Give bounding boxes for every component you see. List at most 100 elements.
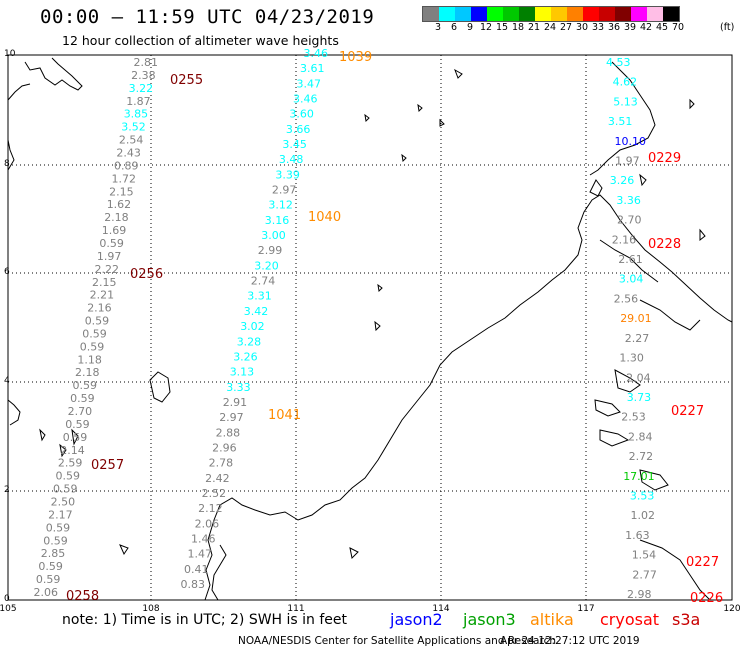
legend-label: 3 bbox=[434, 22, 442, 33]
wave-height-value: 3.26 bbox=[610, 174, 635, 187]
wave-height-value: 2.38 bbox=[131, 69, 156, 82]
pass-time-label: 0255 bbox=[170, 73, 203, 88]
legend-label: 42 bbox=[639, 22, 653, 33]
legend-swatch bbox=[615, 7, 631, 21]
wave-height-value: 29.01 bbox=[620, 312, 652, 325]
wave-height-value: 3.20 bbox=[254, 259, 279, 272]
wave-height-value: 3.16 bbox=[265, 214, 290, 227]
wave-height-value: 2.77 bbox=[632, 568, 657, 581]
legend-label: 6 bbox=[450, 22, 458, 33]
wave-height-value: 3.36 bbox=[616, 194, 641, 207]
legend-label: 36 bbox=[607, 22, 621, 33]
wave-height-value: 3.00 bbox=[261, 229, 286, 242]
wave-height-value: 2.98 bbox=[627, 588, 652, 601]
legend-label: 21 bbox=[527, 22, 541, 33]
longitude-tick-label: 117 bbox=[577, 604, 594, 614]
wave-height-value: 3.52 bbox=[121, 121, 146, 134]
legend-swatch bbox=[455, 7, 471, 21]
wave-height-value: 1.47 bbox=[188, 548, 213, 561]
wave-height-value: 4.53 bbox=[606, 56, 631, 69]
wave-height-value: 1.63 bbox=[625, 529, 650, 542]
wave-height-value: 2.27 bbox=[625, 332, 650, 345]
wave-height-value: 3.73 bbox=[627, 391, 652, 404]
latitude-tick-label: 2 bbox=[4, 485, 10, 495]
wave-height-value: 2.72 bbox=[629, 450, 654, 463]
wave-height-value: 3.51 bbox=[608, 115, 633, 128]
wave-height-value: 2.97 bbox=[219, 411, 244, 424]
wave-height-value: 3.39 bbox=[275, 168, 300, 181]
pass-time-label: 0227 bbox=[671, 404, 704, 419]
wave-height-value: 2.06 bbox=[34, 586, 59, 599]
wave-height-value: 0.59 bbox=[56, 470, 81, 483]
wave-height-value: 2.54 bbox=[119, 134, 144, 147]
wave-height-value: 2.15 bbox=[109, 185, 134, 198]
wave-height-value: 0.59 bbox=[82, 328, 107, 341]
wave-height-value: 3.53 bbox=[630, 490, 655, 503]
wave-height-value: 0.59 bbox=[53, 483, 78, 496]
wave-height-value: 2.88 bbox=[216, 426, 241, 439]
legend-label: 9 bbox=[466, 22, 474, 33]
wave-height-value: 3.60 bbox=[289, 108, 314, 121]
wave-height-value: 3.46 bbox=[304, 47, 329, 60]
legend-label: 18 bbox=[511, 22, 525, 33]
pass-time-label: 0226 bbox=[690, 591, 723, 606]
credit-line: NOAA/NESDIS Center for Satellite Applica… bbox=[238, 635, 556, 647]
wave-height-value: 1.97 bbox=[97, 250, 122, 263]
color-scale-legend bbox=[422, 6, 680, 22]
wave-height-value: 0.59 bbox=[65, 418, 90, 431]
wave-height-value: 17.01 bbox=[623, 470, 655, 483]
longitude-tick-label: 111 bbox=[287, 604, 304, 614]
legend-swatch bbox=[631, 7, 647, 21]
wave-height-value: 2.18 bbox=[75, 366, 100, 379]
wave-height-value: 2.42 bbox=[205, 472, 230, 485]
legend-unit: (ft) bbox=[720, 22, 735, 33]
wave-height-value: 2.12 bbox=[198, 502, 223, 515]
legend-jason3: jason3 bbox=[463, 610, 516, 629]
wave-height-value: 0.83 bbox=[181, 578, 206, 591]
wave-height-value: 4.62 bbox=[613, 76, 638, 89]
wave-height-value: 0.59 bbox=[85, 315, 110, 328]
wave-height-value: 3.42 bbox=[244, 305, 269, 318]
legend-cryosat: cryosat bbox=[600, 610, 660, 629]
wave-height-value: 3.02 bbox=[240, 320, 265, 333]
legend-swatch bbox=[583, 7, 599, 21]
legend-swatch bbox=[503, 7, 519, 21]
wave-height-value: 3.13 bbox=[230, 366, 255, 379]
wave-height-value: 2.70 bbox=[68, 405, 93, 418]
wave-height-value: 3.28 bbox=[237, 335, 262, 348]
latitude-tick-label: 8 bbox=[4, 159, 10, 169]
legend-swatch bbox=[647, 7, 663, 21]
wave-height-value: 1.30 bbox=[619, 352, 644, 365]
wave-height-value: 3.45 bbox=[282, 138, 307, 151]
wave-height-observations: 2.812.383.221.873.853.522.542.430.891.72… bbox=[34, 47, 657, 601]
wave-height-value: 1.18 bbox=[77, 353, 102, 366]
wave-height-value: 2.96 bbox=[212, 442, 237, 455]
wave-height-value: 2.84 bbox=[628, 430, 653, 443]
wave-height-value: 1.72 bbox=[112, 172, 137, 185]
wave-height-value: 2.16 bbox=[612, 233, 637, 246]
wave-height-value: 1.46 bbox=[191, 533, 216, 546]
legend-swatch bbox=[423, 7, 439, 21]
wave-height-value: 2.74 bbox=[251, 275, 276, 288]
legend-altika: altika bbox=[530, 610, 574, 629]
wave-height-value: 2.81 bbox=[134, 56, 159, 69]
legend-swatch bbox=[663, 7, 679, 21]
wave-height-value: 3.22 bbox=[129, 82, 154, 95]
pass-time-label: 1039 bbox=[339, 50, 372, 65]
wave-height-value: 2.61 bbox=[618, 253, 643, 266]
legend-label: 33 bbox=[591, 22, 605, 33]
wave-height-value: 0.59 bbox=[70, 392, 95, 405]
wave-height-value: 0.59 bbox=[63, 431, 88, 444]
pass-time-label: 0228 bbox=[648, 237, 681, 252]
pass-time-label: 1041 bbox=[268, 408, 301, 423]
wave-height-value: 1.54 bbox=[632, 549, 657, 562]
collection-subtitle: 12 hour collection of altimeter wave hei… bbox=[62, 33, 339, 48]
legend-swatch bbox=[599, 7, 615, 21]
wave-height-value: 3.85 bbox=[124, 108, 149, 121]
pass-time-label: 0256 bbox=[130, 267, 163, 282]
latitude-tick-label: 0 bbox=[4, 594, 10, 604]
wave-height-value: 2.99 bbox=[258, 244, 283, 257]
wave-height-value: 2.85 bbox=[41, 547, 66, 560]
legend-jason2: jason2 bbox=[390, 610, 443, 629]
